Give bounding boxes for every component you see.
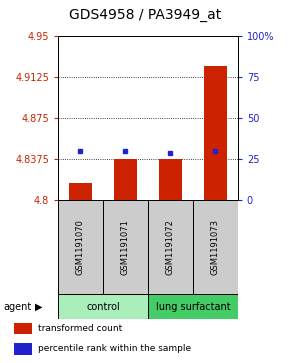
Bar — [159, 159, 182, 200]
Bar — [58, 294, 148, 319]
Bar — [148, 294, 238, 319]
Bar — [204, 66, 226, 200]
Text: GSM1191073: GSM1191073 — [211, 219, 220, 275]
Text: transformed count: transformed count — [38, 324, 122, 333]
Bar — [148, 200, 193, 294]
Bar — [69, 183, 92, 200]
Text: GSM1191072: GSM1191072 — [166, 219, 175, 275]
Bar — [14, 343, 32, 355]
Text: GDS4958 / PA3949_at: GDS4958 / PA3949_at — [69, 8, 221, 22]
Bar — [58, 200, 103, 294]
Bar — [193, 200, 238, 294]
Text: lung surfactant: lung surfactant — [155, 302, 230, 312]
Text: agent: agent — [3, 302, 31, 312]
Text: ▶: ▶ — [35, 302, 43, 312]
Text: GSM1191071: GSM1191071 — [121, 219, 130, 275]
Bar — [103, 200, 148, 294]
Bar — [114, 159, 137, 200]
Text: GSM1191070: GSM1191070 — [76, 219, 85, 275]
Text: percentile rank within the sample: percentile rank within the sample — [38, 344, 191, 354]
Bar — [14, 323, 32, 334]
Text: control: control — [86, 302, 120, 312]
